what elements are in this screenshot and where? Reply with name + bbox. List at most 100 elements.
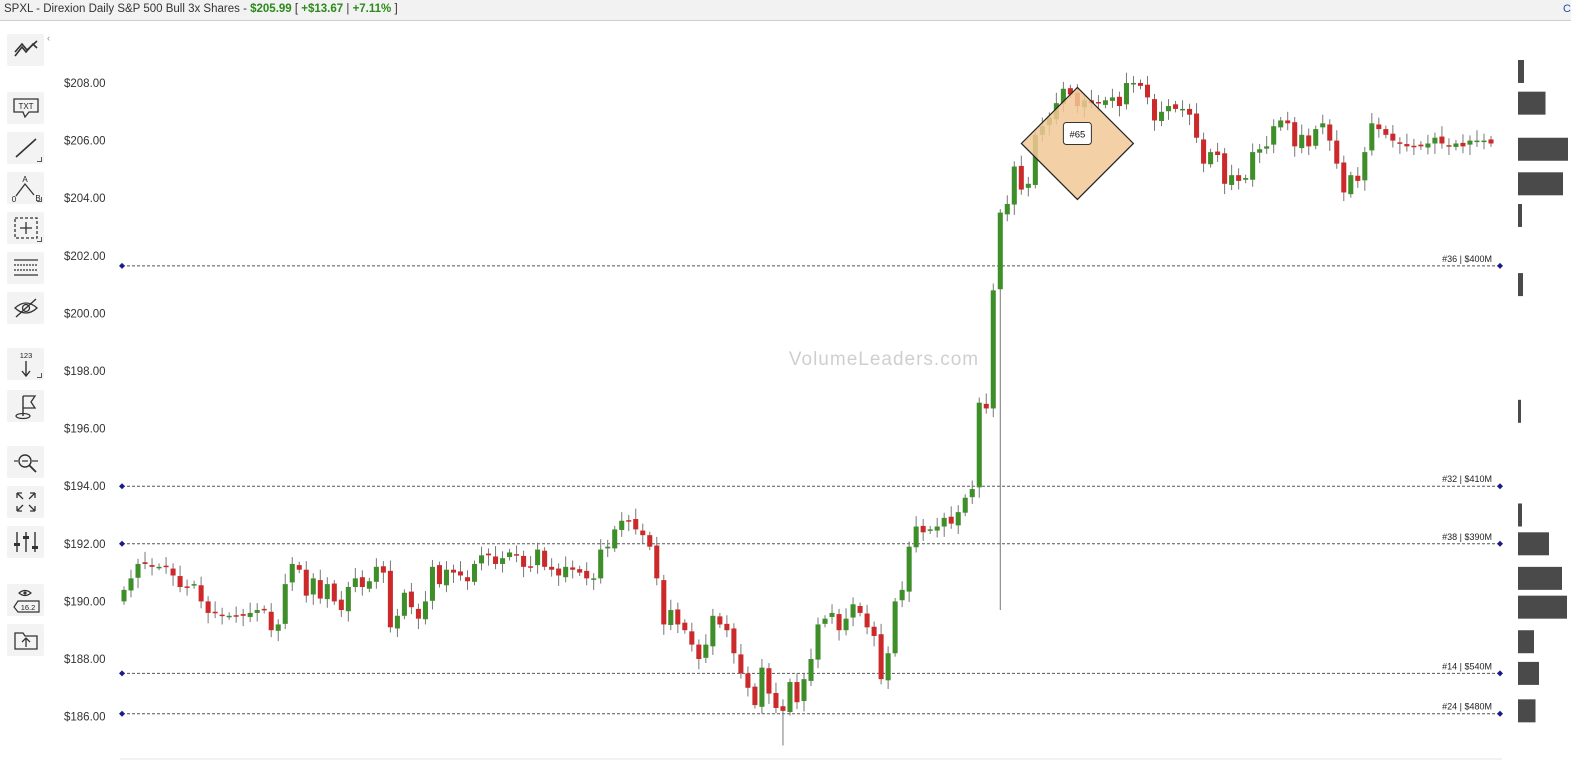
candle-body	[408, 591, 414, 608]
candle-body	[436, 565, 442, 585]
candle-body	[717, 616, 723, 625]
fit-chart-button[interactable]	[7, 486, 44, 518]
candle-body	[878, 634, 884, 680]
zoom-button[interactable]	[7, 446, 44, 478]
candle	[1348, 171, 1354, 198]
adjust-button[interactable]	[7, 526, 44, 558]
submenu-indicator-icon	[37, 197, 42, 202]
candle	[1158, 101, 1165, 127]
candle-body	[457, 571, 464, 576]
candle-body	[219, 614, 225, 617]
collapse-toolbar-icon[interactable]: ‹	[47, 33, 50, 43]
candle	[773, 682, 779, 714]
candle-body	[198, 585, 204, 602]
candle-body	[689, 631, 695, 645]
abc-pattern-button[interactable]: A 0 B	[7, 172, 44, 204]
candle	[366, 577, 372, 593]
candle-body	[331, 583, 337, 602]
candle-body	[997, 212, 1003, 290]
candle	[647, 531, 653, 551]
candle	[507, 548, 513, 561]
price-label-button[interactable]: 16.2	[7, 584, 44, 616]
candle	[1018, 155, 1024, 195]
candle	[962, 494, 968, 517]
save-chart-button[interactable]	[7, 624, 44, 656]
y-tick-label: $202.00	[64, 251, 106, 263]
level-label: #14 | $540M	[1442, 661, 1492, 671]
candle-body	[1018, 165, 1024, 190]
candle	[556, 563, 562, 586]
header-corner-link[interactable]: C	[1563, 3, 1571, 15]
candle-body	[486, 553, 492, 556]
candle	[436, 561, 442, 588]
candle	[857, 602, 863, 617]
candle-body	[1250, 152, 1256, 180]
candle-body	[745, 673, 751, 688]
candle	[247, 602, 253, 623]
candle-body	[128, 578, 134, 591]
candle	[1130, 76, 1137, 93]
volume-profile-bar	[1518, 91, 1546, 115]
candle	[850, 597, 856, 627]
hide-drawings-button[interactable]	[7, 292, 44, 324]
candle-body	[780, 706, 786, 711]
candle	[1222, 148, 1228, 195]
candle-body	[1102, 100, 1108, 105]
sort-numeric-button[interactable]: 123	[7, 348, 44, 380]
candle	[1306, 128, 1312, 155]
candle	[906, 541, 912, 602]
level-label: #32 | $410M	[1442, 474, 1492, 484]
y-tick-label: $196.00	[64, 424, 106, 436]
candle-body	[948, 516, 954, 524]
candle	[766, 663, 772, 704]
crosshair-button[interactable]	[7, 212, 44, 244]
candle-body	[1481, 140, 1487, 143]
candle-body	[864, 613, 870, 628]
candle	[289, 557, 295, 592]
candle-body	[703, 644, 709, 658]
candle-body	[822, 618, 828, 624]
candle	[359, 570, 365, 596]
candle-body	[212, 611, 218, 614]
trade-marker[interactable]: #65	[1020, 86, 1135, 201]
candle	[191, 580, 197, 589]
candle	[815, 617, 821, 669]
level-label: #24 | $480M	[1442, 702, 1492, 712]
level-anchor-right	[1497, 262, 1503, 269]
candle-body	[605, 546, 611, 549]
candle-body	[920, 525, 926, 533]
candle-body	[1418, 144, 1424, 147]
candle-body	[535, 549, 541, 566]
candle-body	[1187, 108, 1193, 115]
candle	[1285, 111, 1291, 131]
candle-body	[528, 566, 534, 568]
candle-body	[1236, 175, 1242, 181]
y-tick-label: $192.00	[64, 539, 106, 551]
candle	[1208, 148, 1214, 168]
candle	[317, 569, 323, 604]
candle	[464, 570, 471, 590]
text-note-button[interactable]: TXT	[7, 92, 44, 124]
candle	[338, 591, 344, 617]
candle-body	[885, 653, 891, 681]
candle	[163, 557, 169, 574]
candle-body	[1264, 146, 1270, 149]
candle-body	[1446, 145, 1452, 147]
candle	[184, 579, 190, 596]
candle	[885, 646, 891, 689]
candle	[1271, 119, 1277, 154]
flag-button[interactable]	[7, 390, 44, 422]
candle-body	[1271, 126, 1277, 145]
trend-line-button[interactable]	[7, 132, 44, 164]
last-price: $205.99	[250, 3, 292, 15]
candle	[717, 612, 723, 628]
candle-body	[1229, 175, 1235, 185]
y-axis: $208.00 $206.00 $204.00 $202.00 $200.00 $198.…	[64, 78, 1502, 760]
levels-button[interactable]	[7, 252, 44, 284]
horizontal-lines-icon	[13, 259, 38, 276]
candle-body	[507, 552, 513, 558]
indicators-button[interactable]	[7, 34, 44, 66]
candle	[1109, 88, 1115, 108]
candle-body	[1320, 123, 1326, 128]
